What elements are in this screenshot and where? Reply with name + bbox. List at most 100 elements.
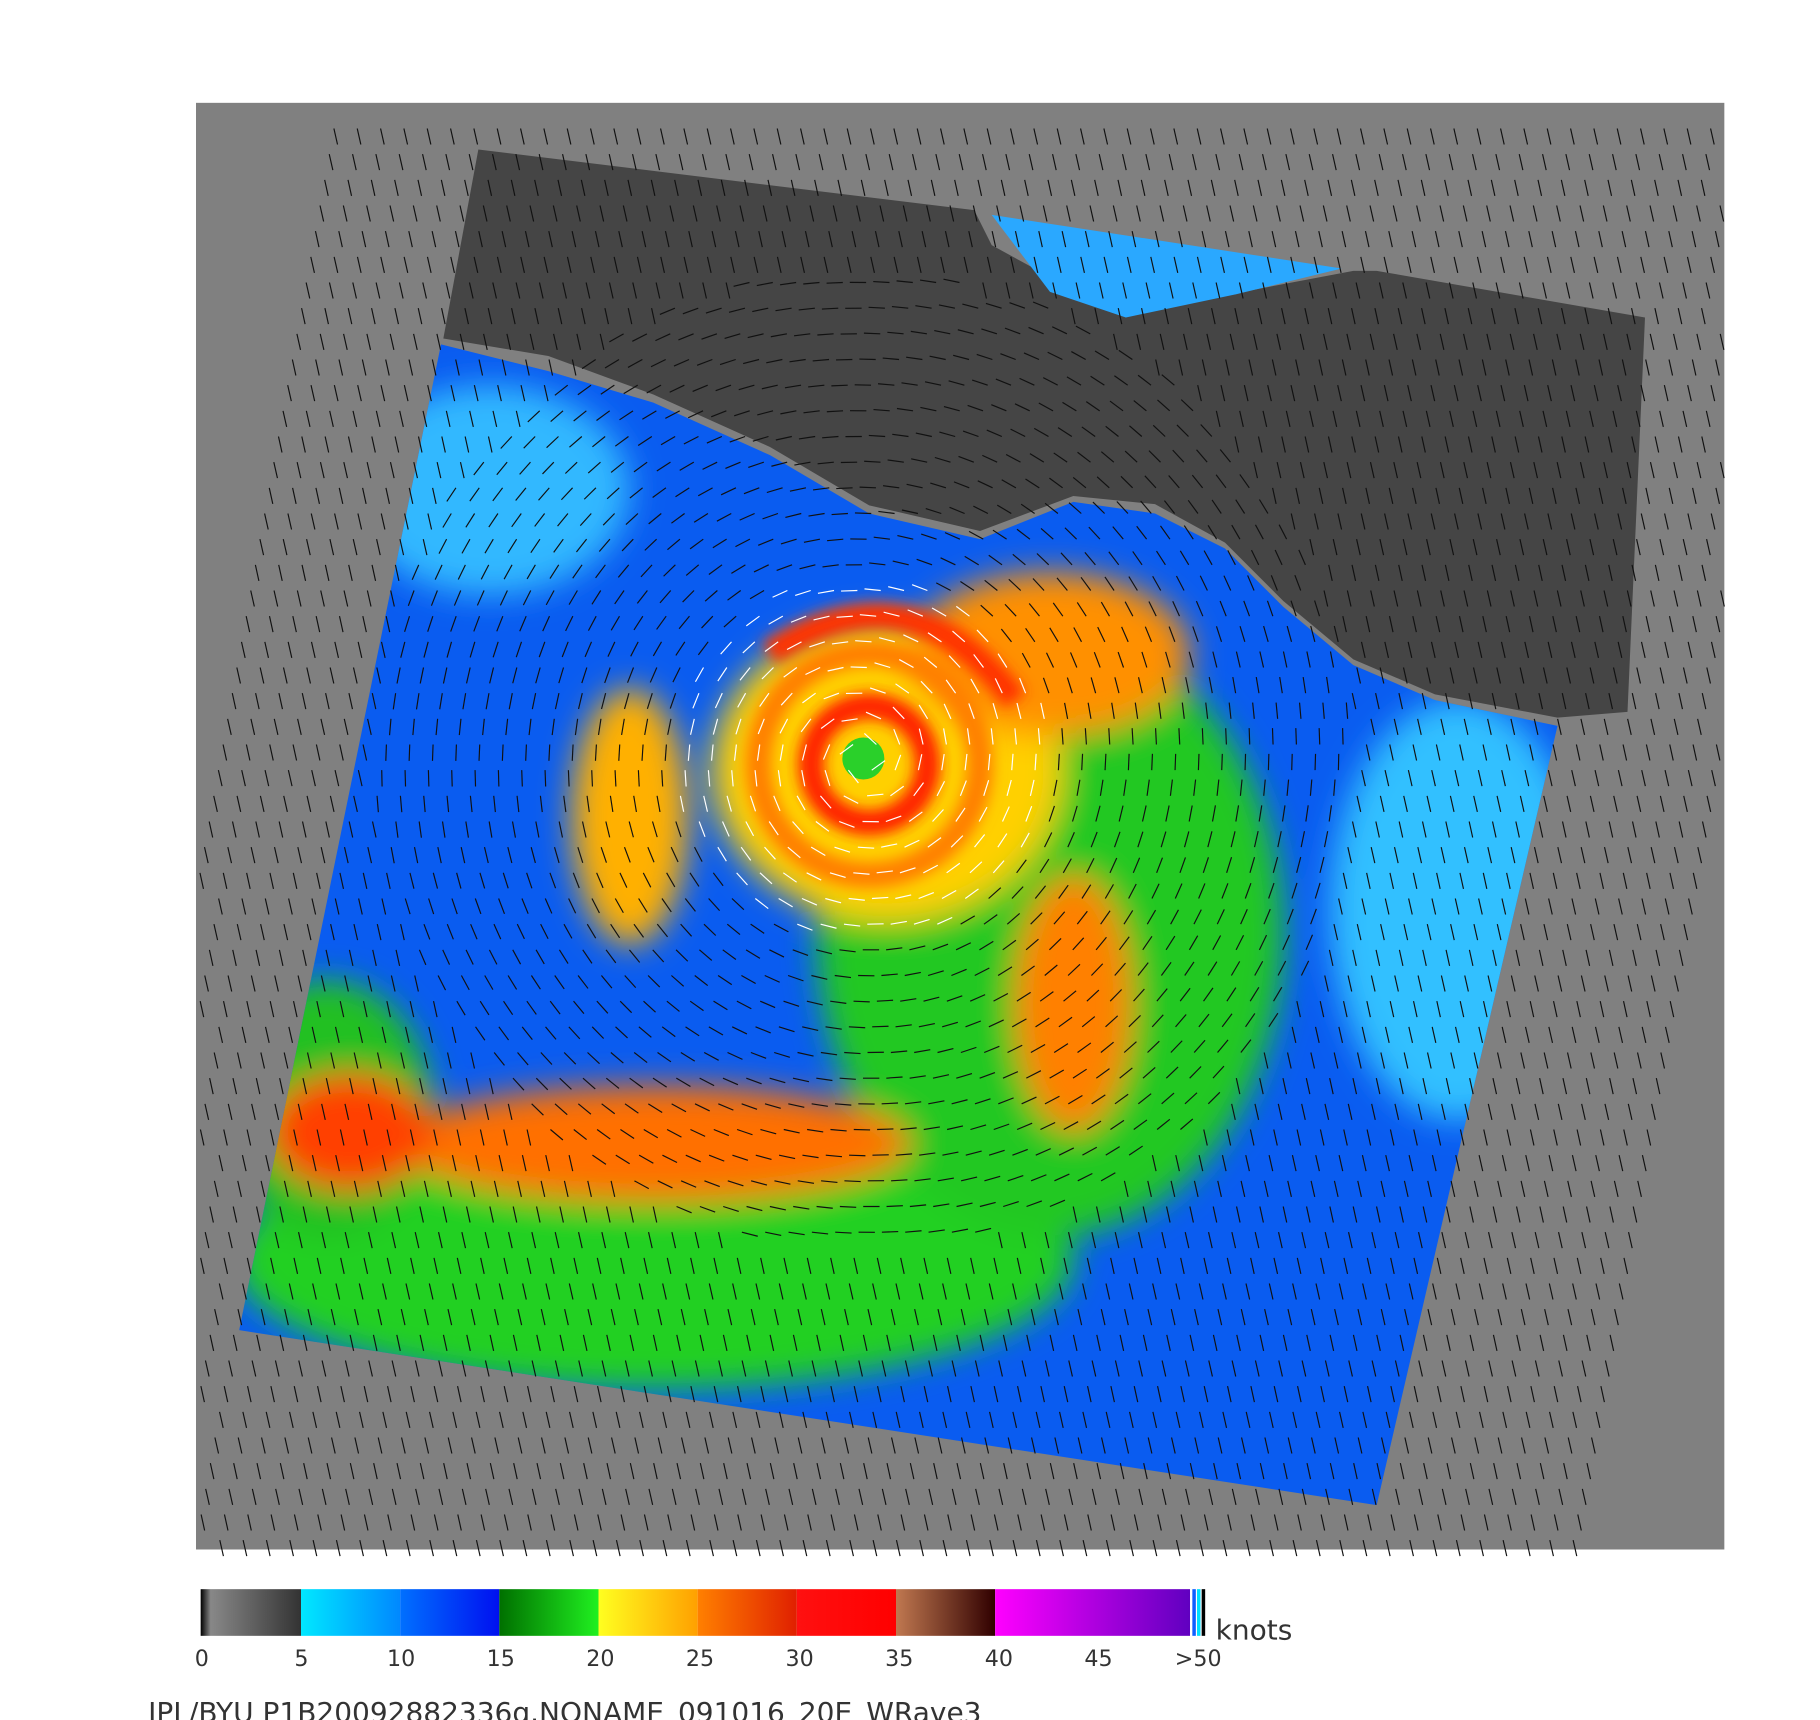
wind-barb (638, 1026, 652, 1038)
wind-barb (1220, 256, 1225, 273)
wind-barb (279, 1334, 285, 1351)
wind-barb (1421, 564, 1427, 581)
wind-barb (1117, 651, 1125, 668)
wind-barb (273, 590, 279, 607)
wind-barb (1108, 551, 1120, 566)
wind-barb (1491, 821, 1497, 838)
wind-barb (321, 1360, 327, 1377)
wind-barb (736, 1000, 752, 1010)
wind-barb (651, 821, 658, 838)
wind-barb (797, 1180, 815, 1184)
wind-barb (1145, 282, 1151, 299)
wind-barb (1030, 912, 1043, 925)
wind-barb (543, 256, 549, 273)
wind-barb (812, 487, 830, 491)
wind-barb (1534, 1232, 1540, 1249)
wind-barb (1069, 652, 1078, 668)
wind-barb (826, 410, 844, 413)
wind-barb (821, 1180, 838, 1184)
wind-barb (334, 513, 339, 530)
wind-barb (487, 436, 493, 453)
wind-barb (795, 589, 811, 596)
wind-barb (731, 1026, 748, 1035)
wind-barb (614, 436, 629, 447)
wind-barb (1244, 883, 1252, 899)
wind-barb (391, 1232, 397, 1249)
wind-barb (1198, 1283, 1204, 1300)
wind-barb (1501, 1026, 1507, 1043)
wind-barb (534, 308, 539, 325)
wind-barb (849, 1154, 866, 1157)
wind-barb (1222, 1411, 1228, 1428)
wind-barb (1002, 1071, 1019, 1079)
wind-barb (1273, 1129, 1278, 1146)
wind-barb (324, 564, 330, 581)
wind-barb (566, 128, 572, 145)
wind-barb (372, 1078, 378, 1095)
wind-barb (1208, 1488, 1214, 1505)
wind-barb (918, 892, 935, 900)
wind-barb (418, 949, 427, 966)
wind-barb (1432, 1540, 1438, 1557)
wind-barb (831, 641, 849, 645)
wind-barb (707, 770, 711, 787)
wind-barb (423, 923, 431, 940)
wind-barb (412, 718, 415, 736)
wind-barb (1323, 462, 1329, 479)
wind-barb (946, 862, 961, 874)
wind-barb (1299, 333, 1305, 350)
wind-barb (1249, 857, 1256, 873)
wind-barb (849, 1540, 854, 1557)
wind-barb (1108, 231, 1113, 248)
wind-barb (1463, 718, 1469, 735)
wind-barb (661, 770, 664, 787)
wind-barb (1333, 1180, 1339, 1197)
wind-barb (738, 384, 755, 391)
colorbar-ticks: 0 5 10 15 20 25 30 35 40 45 >50 (195, 1646, 1222, 1672)
wind-barb (900, 1386, 905, 1403)
wind-barb (457, 1514, 462, 1531)
wind-barb (1463, 333, 1468, 350)
wind-barb (435, 718, 439, 736)
wind-barb (1692, 616, 1697, 633)
wind-barb (1636, 1052, 1642, 1069)
wind-barb (358, 1155, 364, 1172)
wind-barb (769, 1334, 775, 1351)
wind-barb (1068, 1488, 1074, 1505)
wind-barb (356, 256, 362, 273)
wind-barb (1086, 857, 1095, 874)
wind-barb (1599, 1001, 1605, 1018)
wind-barb (1240, 1180, 1246, 1197)
wind-barb (405, 1411, 411, 1428)
wind-barb (431, 359, 437, 376)
wind-barb (638, 898, 648, 913)
wind-barb (1080, 576, 1092, 591)
wind-barb (1357, 1180, 1362, 1197)
wind-barb (1333, 779, 1336, 796)
wind-barb (712, 718, 719, 735)
wind-barb (687, 744, 691, 761)
wind-barb (400, 1437, 406, 1454)
wind-barb (1016, 702, 1022, 719)
wind-barb (750, 1180, 768, 1186)
wind-barb (757, 718, 765, 735)
wind-barb (232, 1078, 238, 1095)
wind-barb (864, 588, 881, 592)
wind-barb (690, 1514, 696, 1531)
wind-barb (1389, 1129, 1395, 1146)
wind-barb (727, 1309, 733, 1326)
wind-barb (936, 780, 946, 797)
wind-barb (1360, 641, 1366, 658)
wind-barb (1245, 1155, 1250, 1172)
wind-barb (1315, 1411, 1321, 1428)
wind-barb (1346, 462, 1352, 479)
wind-barb (730, 256, 735, 273)
wind-barb (447, 1309, 453, 1326)
wind-barb (245, 616, 251, 633)
wind-barb (1329, 651, 1335, 668)
wind-barb (1280, 179, 1286, 196)
wind-barb (1137, 1232, 1143, 1249)
wind-barb (1193, 779, 1197, 796)
wind-barb (1502, 1411, 1508, 1428)
wind-barb (362, 872, 368, 889)
